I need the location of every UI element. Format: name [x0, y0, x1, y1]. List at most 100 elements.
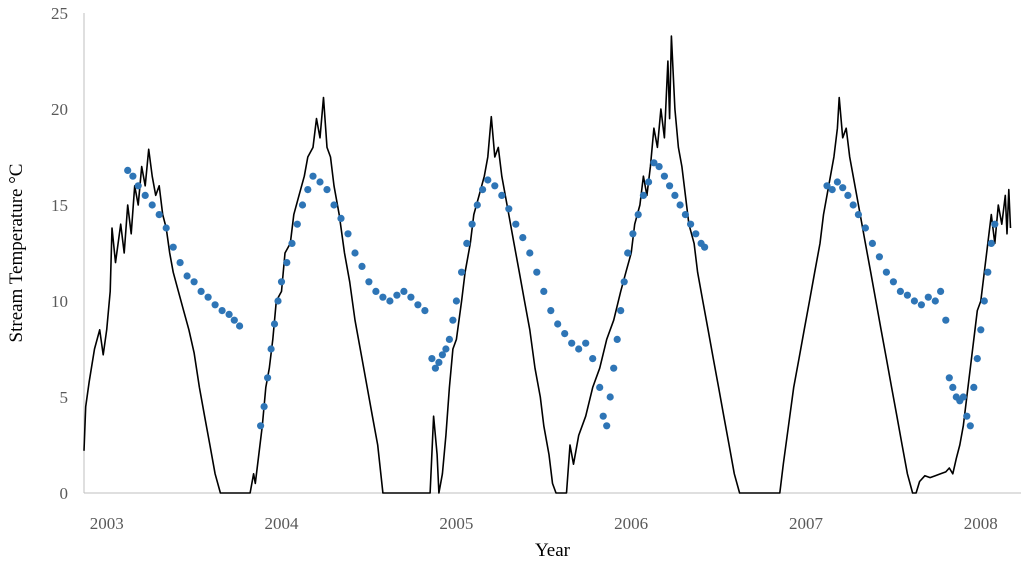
data-point: [442, 345, 450, 353]
data-point: [155, 211, 163, 219]
y-axis-title: Stream Temperature °C: [6, 164, 27, 343]
data-point: [889, 278, 898, 286]
data-point: [400, 287, 408, 295]
data-point: [966, 422, 974, 430]
data-point: [264, 374, 272, 382]
data-point: [267, 345, 275, 353]
data-point: [681, 211, 690, 219]
data-point: [526, 249, 534, 257]
x-tick-label: 2004: [265, 514, 300, 533]
data-point: [323, 186, 331, 194]
data-point: [431, 364, 439, 372]
data-point: [942, 316, 950, 324]
y-tick-label: 5: [60, 388, 69, 407]
data-point: [438, 351, 446, 359]
data-point: [204, 293, 212, 301]
data-point: [225, 310, 233, 318]
data-point: [991, 220, 999, 228]
data-point: [316, 178, 324, 186]
data-point: [861, 224, 870, 232]
data-point: [379, 293, 387, 301]
y-axis-ticks: 0 5 10 15 20 25: [51, 4, 68, 503]
data-point: [141, 191, 149, 199]
x-axis-title: Year: [535, 540, 571, 561]
data-point: [351, 249, 359, 257]
data-point: [421, 307, 429, 315]
data-point: [197, 287, 205, 295]
data-point: [449, 316, 457, 324]
data-point: [924, 293, 932, 301]
data-point: [547, 307, 555, 315]
data-point: [274, 297, 282, 305]
data-point: [330, 201, 338, 209]
data-point: [617, 307, 625, 315]
data-point: [236, 322, 244, 330]
data-point: [211, 301, 219, 309]
y-tick-label: 0: [60, 484, 69, 503]
data-point: [854, 211, 863, 219]
data-point: [540, 287, 548, 295]
data-point: [298, 201, 307, 209]
x-tick-label: 2005: [439, 514, 473, 533]
data-point: [589, 355, 597, 363]
data-point: [660, 172, 669, 180]
data-point: [124, 166, 132, 174]
data-point: [620, 278, 628, 286]
data-point: [309, 172, 317, 180]
data-point: [505, 205, 513, 213]
x-tick-label: 2006: [614, 514, 648, 533]
y-tick-label: 10: [51, 292, 68, 311]
data-point: [629, 230, 637, 238]
data-point: [134, 182, 142, 190]
data-point: [393, 291, 401, 299]
data-point: [176, 259, 184, 267]
data-point: [129, 172, 137, 180]
data-point: [666, 182, 674, 190]
data-point: [987, 239, 995, 247]
data-point: [270, 320, 279, 328]
data-point: [977, 326, 985, 334]
data-point: [582, 339, 590, 347]
data-point: [671, 191, 679, 199]
data-point: [277, 278, 286, 286]
x-tick-label: 2003: [90, 514, 124, 533]
data-point: [959, 393, 967, 401]
data-point: [849, 201, 857, 209]
data-point: [169, 243, 177, 251]
data-point: [372, 287, 380, 295]
data-point: [445, 335, 453, 343]
data-point: [479, 186, 487, 194]
data-point: [148, 201, 156, 209]
data-point: [903, 291, 912, 299]
data-point: [183, 272, 191, 280]
data-point: [606, 393, 614, 401]
data-point: [463, 239, 471, 247]
x-tick-label: 2008: [964, 514, 998, 533]
data-point: [639, 191, 648, 199]
data-point: [288, 239, 296, 247]
data-point: [365, 278, 373, 286]
data-point: [945, 374, 953, 382]
data-point: [452, 297, 460, 305]
data-point: [190, 278, 198, 286]
data-point: [980, 297, 988, 305]
data-point: [839, 184, 847, 192]
series-line: [83, 35, 1012, 494]
data-point: [257, 422, 265, 430]
data-point: [634, 211, 642, 219]
x-tick-label: 2007: [789, 514, 824, 533]
data-point: [596, 383, 604, 391]
data-point: [828, 186, 836, 194]
data-point: [882, 268, 891, 276]
data-point: [293, 220, 301, 228]
data-point: [260, 403, 268, 411]
data-point: [963, 412, 971, 420]
data-point: [533, 268, 541, 276]
data-point: [484, 176, 492, 184]
data-point: [868, 239, 877, 247]
data-point: [473, 201, 481, 209]
data-point: [613, 335, 621, 343]
data-point: [949, 383, 957, 391]
data-point: [498, 191, 506, 199]
